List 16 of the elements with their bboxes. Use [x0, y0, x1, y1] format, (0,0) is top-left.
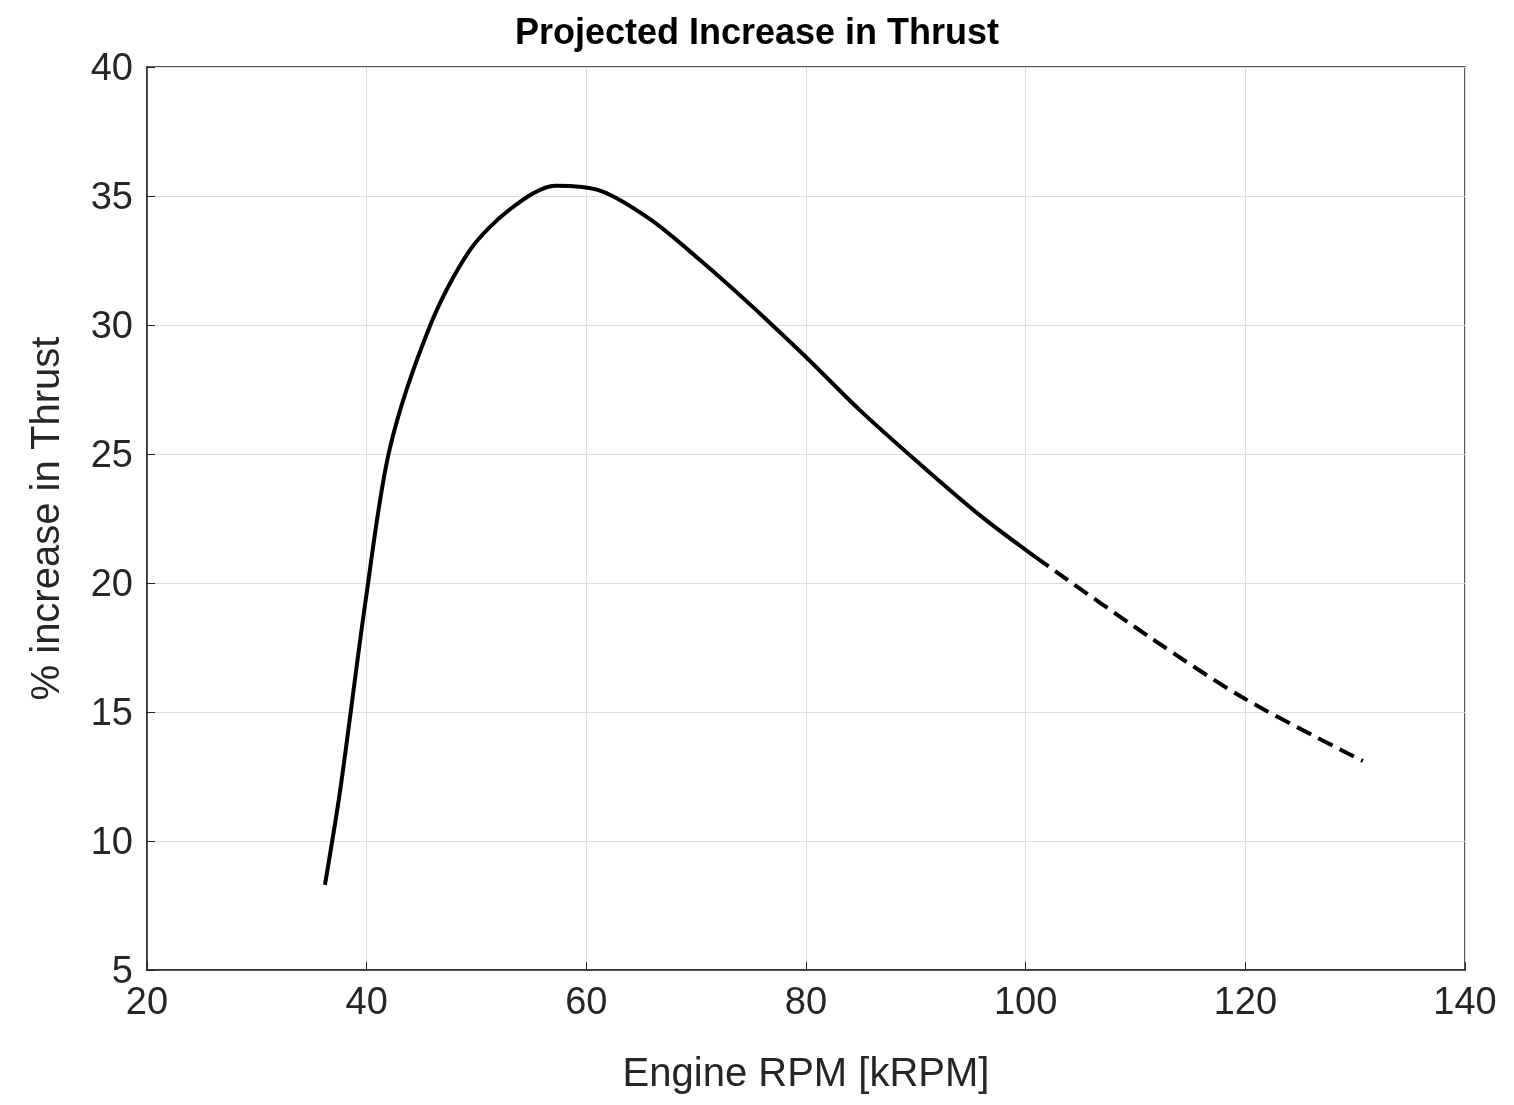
y-tick-label: 40	[90, 46, 133, 88]
y-axis-title: % increase in Thrust	[23, 336, 67, 701]
x-tick-label: 80	[784, 980, 828, 1022]
x-tick-label: 60	[565, 980, 608, 1022]
x-tick-label: 140	[1433, 980, 1497, 1022]
x-axis-title: Engine RPM [kRPM]	[622, 1050, 990, 1094]
y-tick-label: 20	[90, 562, 133, 604]
chart-title: Projected Increase in Thrust	[514, 10, 1000, 52]
y-tick-label: 15	[90, 691, 133, 733]
y-tick-label: 30	[90, 304, 133, 346]
y-tick-label: 10	[90, 820, 133, 862]
y-tick-label: 25	[90, 433, 133, 475]
x-tick-label: 100	[993, 980, 1058, 1022]
y-tick-label: 35	[90, 175, 133, 217]
x-tick-label: 40	[345, 980, 388, 1022]
x-tick-label: 120	[1213, 980, 1278, 1022]
